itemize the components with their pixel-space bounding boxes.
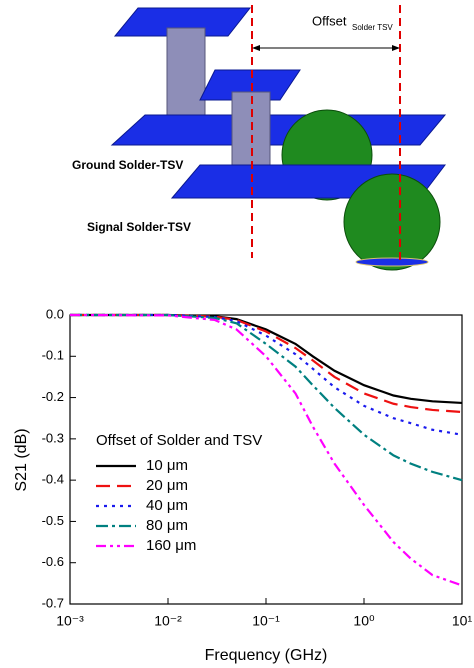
x-axis-title: Frequency (GHz): [205, 647, 328, 664]
y-tick-label: 0.0: [46, 306, 64, 321]
offset-label: Offset: [312, 13, 347, 28]
legend-label: 10 μm: [146, 457, 188, 474]
series-line: [69, 313, 463, 587]
legend-label: 20 μm: [146, 477, 188, 494]
y-axis-title: S21 (dB): [13, 428, 30, 491]
series-line: [70, 313, 463, 414]
pad: [199, 69, 301, 101]
legend-label: 40 μm: [146, 497, 188, 514]
series-line: [70, 313, 463, 405]
offset-subscript: Solder TSV: [352, 23, 393, 32]
solder-ball: [343, 173, 441, 271]
x-tick-label: 10⁻³: [56, 613, 84, 629]
y-tick-label: -0.4: [42, 472, 64, 487]
x-tick-label: 10⁻²: [154, 613, 182, 629]
x-tick-label: 10⁻¹: [252, 613, 280, 629]
x-tick-label: 10¹: [452, 613, 473, 629]
signal-label: Signal Solder-TSV: [87, 220, 191, 234]
legend-label: 80 μm: [146, 517, 188, 534]
arrow-head: [252, 45, 260, 51]
legend-title: Offset of Solder and TSV: [96, 432, 262, 449]
plot-frame: [69, 314, 463, 605]
pad: [113, 7, 252, 37]
series-line: [70, 313, 463, 482]
y-tick-label: -0.3: [42, 430, 64, 445]
legend-label: 160 μm: [146, 537, 196, 554]
x-tick-label: 10⁰: [353, 613, 375, 629]
plate: [110, 114, 447, 146]
y-tick-label: -0.1: [42, 348, 64, 363]
ground-label: Ground Solder-TSV: [72, 158, 183, 172]
y-tick-label: -0.6: [42, 554, 64, 569]
y-tick-label: -0.7: [42, 595, 64, 610]
y-tick-label: -0.5: [42, 513, 64, 528]
pad: [355, 257, 429, 267]
arrow-head: [392, 45, 400, 51]
diagram: Offset Solder TSV Ground Solder-TSV Sign…: [72, 5, 447, 271]
y-tick-label: -0.2: [42, 389, 64, 404]
series-line: [70, 313, 463, 436]
